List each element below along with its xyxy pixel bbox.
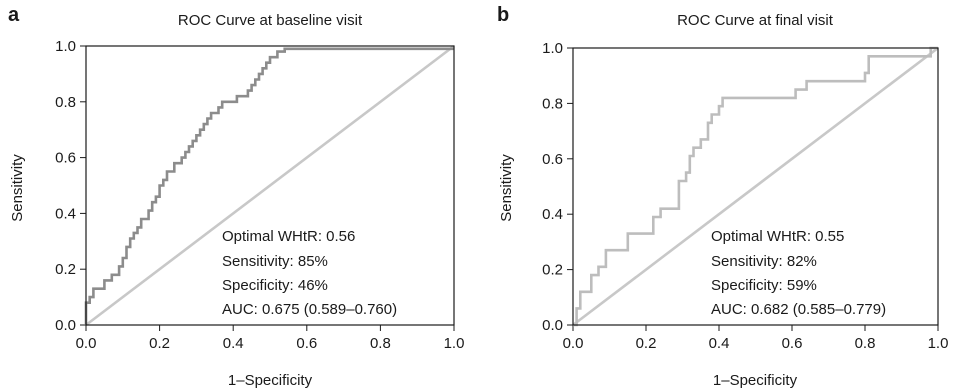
panel-b-annotation-auc: AUC: 0.682 (0.585–0.779) (711, 301, 886, 318)
panel-a-y-tick-label-0: 0.0 (55, 317, 76, 334)
panel-a-x-tick-label-3: 0.6 (296, 335, 317, 352)
panel-a-y-ticks: 0.0 0.2 0.4 0.6 0.8 1.0 (55, 38, 86, 334)
panel-b-x-tick-label-4: 0.8 (855, 335, 876, 352)
panel-a-y-tick-label-4: 0.8 (55, 94, 76, 111)
panel-a: a ROC Curve at baseline visit 1–Specific… (8, 4, 464, 389)
panel-b-reference-diagonal-line (572, 46, 939, 327)
panel-a-y-tick-label-5: 1.0 (55, 38, 76, 55)
panel-b-letter: b (497, 4, 509, 26)
panel-b-y-tick-label-2: 0.4 (542, 206, 563, 223)
panel-a-y-axis-label: Sensitivity (9, 154, 26, 222)
panel-b-y-tick-label-0: 0.0 (542, 317, 563, 334)
panel-b-x-axis-label: 1–Specificity (713, 372, 798, 389)
panel-a-y-tick-label-2: 0.4 (55, 205, 76, 222)
panel-b: b ROC Curve at final visit 1–Specificity… (497, 4, 948, 389)
panel-b-annotation-sensitivity: Sensitivity: 82% (711, 253, 817, 270)
panel-b-x-tick-label-2: 0.4 (709, 335, 730, 352)
panel-a-x-ticks: 0.0 0.2 0.4 0.6 0.8 1.0 (76, 325, 465, 352)
panel-a-x-tick-label-1: 0.2 (149, 335, 170, 352)
panel-a-annotation-optimal: Optimal WHtR: 0.56 (222, 228, 355, 245)
panel-b-annotation-specificity: Specificity: 59% (711, 277, 817, 294)
panel-a-annotation-sensitivity: Sensitivity: 85% (222, 253, 328, 270)
panel-a-reference-diagonal-line (85, 44, 455, 327)
panel-b-x-tick-label-5: 1.0 (928, 335, 949, 352)
panel-b-y-tick-label-1: 0.2 (542, 262, 563, 279)
panel-a-y-tick-label-1: 0.2 (55, 261, 76, 278)
panel-b-y-ticks: 0.0 0.2 0.4 0.6 0.8 1.0 (542, 40, 573, 334)
panel-a-annotation-specificity: Specificity: 46% (222, 277, 328, 294)
panel-b-x-tick-label-0: 0.0 (563, 335, 584, 352)
panel-b-y-tick-label-3: 0.6 (542, 151, 563, 168)
panel-b-plot-frame (572, 47, 939, 326)
panel-a-x-tick-label-2: 0.4 (223, 335, 244, 352)
panel-a-annotation-auc: AUC: 0.675 (0.589–0.760) (222, 301, 397, 318)
panel-a-x-tick-label-4: 0.8 (370, 335, 391, 352)
panel-a-roc-curve-line (84, 47, 454, 325)
panel-a-x-axis-label: 1–Specificity (228, 372, 313, 389)
panel-b-x-ticks: 0.0 0.2 0.4 0.6 0.8 1.0 (563, 325, 949, 352)
panel-b-annotation-optimal: Optimal WHtR: 0.55 (711, 228, 844, 245)
panel-b-y-tick-label-4: 0.8 (542, 95, 563, 112)
panel-b-y-tick-label-5: 1.0 (542, 40, 563, 57)
panel-b-series (572, 46, 939, 327)
panel-a-series (84, 44, 455, 327)
panel-b-y-axis-label: Sensitivity (498, 154, 515, 222)
panel-a-title: ROC Curve at baseline visit (178, 12, 363, 29)
panel-b-x-tick-label-3: 0.6 (782, 335, 803, 352)
panel-a-x-tick-label-5: 1.0 (444, 335, 465, 352)
panel-a-x-tick-label-0: 0.0 (76, 335, 97, 352)
panel-a-plot-frame (85, 45, 455, 326)
panel-b-x-tick-label-1: 0.2 (636, 335, 657, 352)
panel-a-letter: a (8, 4, 20, 26)
panel-b-title: ROC Curve at final visit (677, 12, 834, 29)
panel-a-y-tick-label-3: 0.6 (55, 150, 76, 167)
panel-b-roc-curve-line (573, 46, 938, 327)
